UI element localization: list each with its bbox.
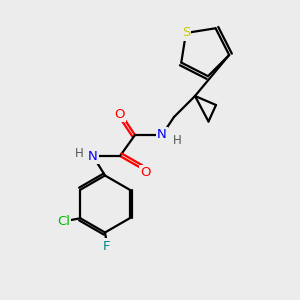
- Text: N: N: [88, 149, 98, 163]
- Text: N: N: [157, 128, 167, 142]
- Text: H: H: [75, 146, 84, 160]
- Text: S: S: [182, 26, 190, 40]
- Text: H: H: [172, 134, 182, 148]
- Text: F: F: [103, 239, 110, 253]
- Text: O: O: [140, 166, 151, 179]
- Text: O: O: [115, 107, 125, 121]
- Text: Cl: Cl: [57, 215, 70, 228]
